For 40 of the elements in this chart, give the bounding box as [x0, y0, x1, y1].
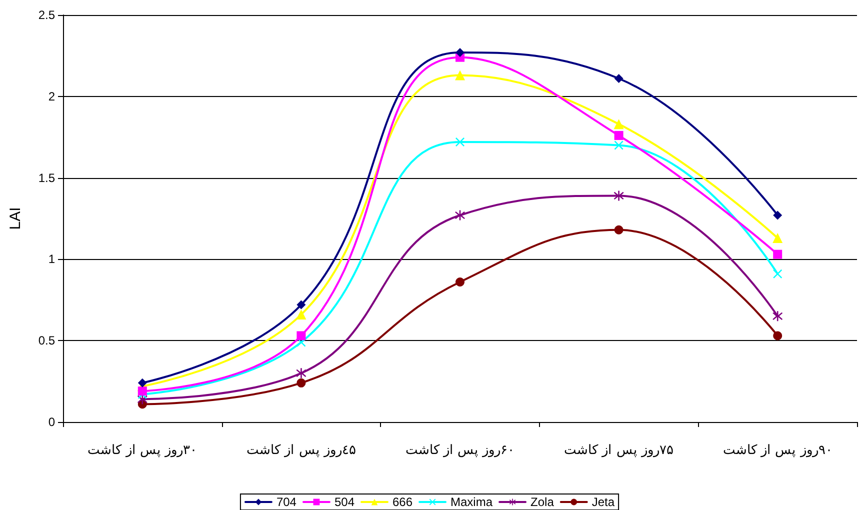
point	[296, 300, 306, 310]
y-tick-label: 1	[48, 252, 56, 266]
legend-label: Maxima	[450, 495, 493, 509]
point	[614, 190, 624, 201]
point	[138, 386, 147, 396]
point	[773, 269, 782, 278]
point	[296, 331, 306, 340]
legend-label: 704	[276, 495, 297, 509]
legend-label: 504	[334, 495, 355, 509]
legend-label: Zola	[530, 495, 554, 509]
point	[773, 331, 782, 340]
legend-label: Jeta	[592, 495, 615, 509]
x-tick-label: ٤۵روز پس از کاشت	[246, 443, 356, 458]
point	[296, 378, 306, 388]
point	[296, 310, 306, 320]
y-tick-label: 1.5	[38, 170, 56, 185]
x-tick-label: ۶۰روز پس از کاشت	[405, 443, 515, 458]
y-tick-label: 0	[48, 415, 56, 429]
y-tick-label: 0.5	[38, 334, 56, 348]
x-tick-label: ۳۰روز پس از کاشت	[88, 443, 198, 458]
y-tick-label: 2.5	[38, 8, 56, 22]
x-tick-label: ۷۵روز پس از کاشت	[564, 443, 674, 458]
y-tick-label: 2	[48, 89, 56, 104]
point	[614, 119, 624, 130]
point	[455, 70, 465, 80]
x-tick-label: ۹۰روز پس از کاشت	[722, 443, 832, 458]
point	[772, 233, 783, 244]
point	[456, 48, 464, 57]
point	[296, 368, 306, 378]
point	[614, 225, 624, 234]
point	[773, 250, 782, 259]
legend-label: 666	[392, 495, 413, 509]
y-axis-title: LAI	[7, 207, 24, 230]
point	[614, 74, 624, 83]
point	[614, 130, 624, 140]
point	[456, 277, 464, 286]
point	[138, 378, 147, 388]
point	[772, 311, 783, 322]
point	[773, 210, 782, 220]
point	[455, 210, 465, 220]
